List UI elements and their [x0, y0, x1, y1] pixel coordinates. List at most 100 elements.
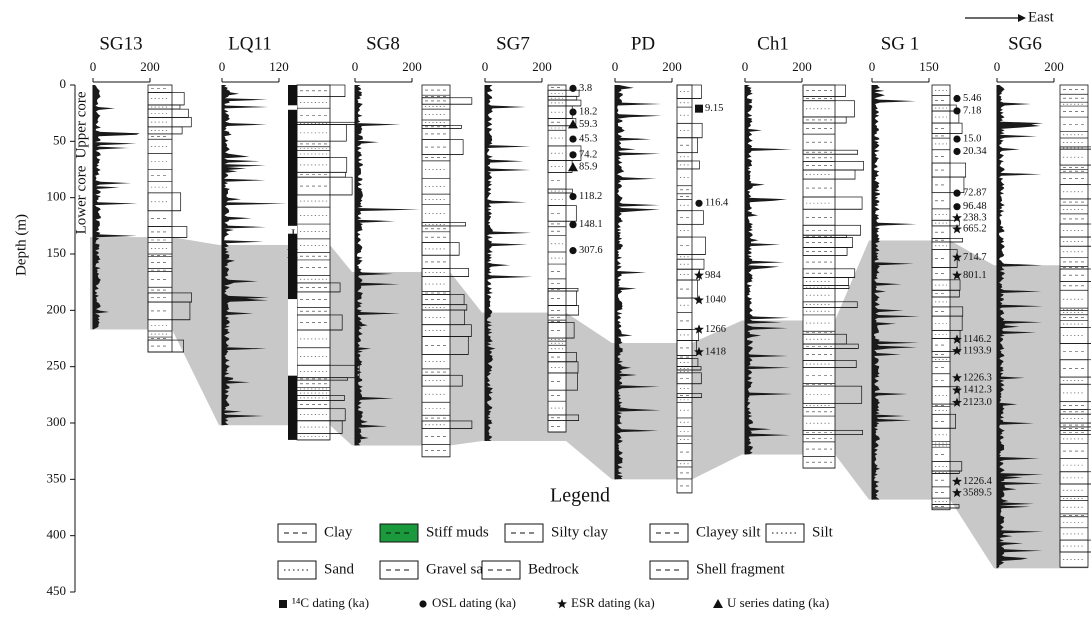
lithology-layer-box	[547, 305, 579, 316]
core-name: Ch1	[757, 33, 789, 54]
osl-symbol	[569, 135, 577, 143]
esr-symbol	[694, 270, 704, 280]
lower-core-band-link	[172, 237, 219, 426]
legend-label: Gravel sand	[426, 561, 499, 577]
dating-label: 116.4	[705, 198, 729, 209]
esr-symbol	[952, 334, 962, 344]
lithology-layer-box	[1059, 471, 1091, 485]
esr-symbol	[557, 598, 567, 609]
lithology-layer-box	[676, 372, 702, 385]
polarity-label: M	[287, 246, 299, 261]
legend-label: ¹⁴C dating (ka)	[292, 595, 369, 610]
lithology-layer-box	[421, 139, 464, 155]
legend-swatch	[277, 560, 317, 580]
scale-tick-label: 0	[869, 59, 876, 74]
legend-swatch	[765, 523, 805, 543]
core: Ch1 0 200	[742, 33, 864, 469]
dating-label: 74.2	[579, 149, 597, 160]
osl-symbol	[953, 189, 961, 197]
dating-label: 1146.2	[963, 334, 992, 345]
dating-label: 3589.5	[963, 487, 992, 498]
lithology-layer-box	[676, 236, 706, 255]
dating-label: 714.7	[963, 252, 987, 263]
lithology-layer-box	[421, 268, 470, 277]
core: SG 1 0 150 5.467.18 15.0 20.34 72.87 96.48238.3…	[869, 33, 993, 511]
dating-label: 5.46	[963, 93, 981, 104]
lithology-layer-box	[931, 338, 961, 353]
dating-label: 85.9	[579, 162, 597, 173]
lower-core-band-link	[692, 320, 742, 480]
lithology-layer-box	[676, 279, 698, 299]
lithology-layer-box	[676, 137, 698, 154]
core-name: SG 1	[881, 33, 920, 54]
lithology-layer-box	[547, 118, 577, 127]
core-name: LQ11	[228, 33, 272, 54]
core-name: SG6	[1008, 33, 1042, 54]
lithology-layer-box	[547, 205, 577, 222]
legend-label: Stiff muds	[426, 524, 489, 540]
osl-symbol	[569, 108, 577, 116]
dating-label: 148.1	[579, 219, 603, 230]
dating-label: 96.48	[963, 201, 987, 212]
depth-tick-label: 400	[47, 527, 67, 542]
lithology-layer-box	[1059, 383, 1091, 403]
osl-symbol	[953, 203, 961, 211]
scale-tick-label: 0	[482, 59, 489, 74]
dating-label: 1266	[705, 324, 726, 335]
lithology-column	[421, 84, 451, 458]
dating-label: 801.1	[963, 270, 987, 281]
depth-axis-label: Depth (m)	[13, 214, 29, 276]
lower-core-band-link	[450, 272, 482, 446]
lithology-layer-box	[802, 247, 848, 256]
lithology-layer-box	[676, 393, 703, 398]
legend-label: Silty clay	[551, 524, 609, 540]
lithology-layer-box	[802, 169, 856, 180]
core: PD 0 200 9.15 116.4 984 1040 1266 1418	[612, 33, 729, 494]
susceptibility-curve-texture	[615, 85, 662, 480]
lithology-layer-box	[1059, 236, 1091, 247]
scale-tick-label: 200	[140, 59, 160, 74]
section-label: Upper core	[73, 91, 89, 158]
lithology-layer-box	[931, 238, 963, 243]
lithology-column	[931, 84, 951, 511]
esr-symbol	[952, 212, 962, 223]
lithology-layer-box	[421, 97, 473, 105]
polarity-label: J	[290, 226, 295, 241]
lithology-layer-box	[1059, 327, 1091, 344]
c14-symbol	[279, 600, 287, 608]
east-arrowhead	[1018, 14, 1026, 22]
lithology-layer-box	[931, 413, 957, 429]
lithology-layer-box	[676, 366, 702, 371]
u-series-symbol	[713, 599, 723, 608]
polarity-label: B	[288, 121, 297, 136]
scale-tick-label: 0	[994, 59, 1001, 74]
lithology-column	[296, 84, 331, 441]
legend-label: Clay	[324, 524, 353, 540]
scale-tick-label: 200	[402, 59, 422, 74]
dating-label: 1193.9	[963, 345, 992, 356]
lower-core-band-link	[330, 244, 352, 446]
depth-tick-label: 300	[47, 414, 67, 429]
legend-label: ESR dating (ka)	[571, 595, 655, 610]
lithology-layer-box	[1059, 148, 1091, 166]
dating-label: 307.6	[579, 245, 603, 256]
polarity-gap	[288, 105, 297, 110]
polarity-label: O	[288, 274, 297, 289]
osl-symbol	[569, 221, 577, 229]
lithology-layer-box	[547, 188, 573, 194]
scale-tick-label: 0	[219, 59, 226, 74]
susceptibility-curve-texture	[997, 85, 1044, 569]
legend-label: Bedrock	[528, 561, 579, 577]
polarity-gap	[288, 225, 297, 234]
core-name: SG13	[99, 33, 142, 54]
lithology-layer-box	[931, 289, 960, 298]
dating-label: 7.18	[963, 105, 981, 116]
legend-label: OSL dating (ka)	[432, 595, 516, 610]
polarity-gap	[288, 299, 297, 376]
osl-symbol	[953, 107, 961, 115]
scale-tick-label: 0	[352, 59, 359, 74]
legend-label: Shell fragment	[696, 561, 786, 577]
lithology-layer-box	[802, 285, 850, 289]
lower-core-band-link	[950, 240, 994, 569]
dating-label: 72.87	[963, 188, 987, 199]
